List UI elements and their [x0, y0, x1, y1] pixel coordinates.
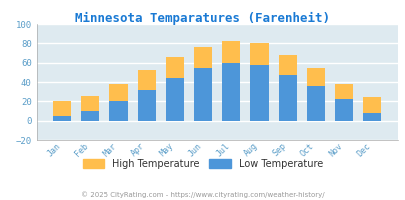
- Bar: [53, 101, 71, 116]
- Bar: [81, 96, 99, 111]
- Bar: [109, 84, 127, 101]
- Bar: [306, 86, 324, 121]
- Bar: [165, 78, 183, 121]
- Bar: [194, 68, 212, 121]
- Bar: [194, 47, 212, 68]
- Bar: [165, 57, 183, 78]
- Bar: [137, 70, 156, 90]
- Text: © 2025 CityRating.com - https://www.cityrating.com/weather-history/: © 2025 CityRating.com - https://www.city…: [81, 191, 324, 198]
- Bar: [334, 84, 352, 99]
- Bar: [362, 97, 381, 113]
- Bar: [334, 99, 352, 121]
- Text: Minnesota Temparatures (Farenheit): Minnesota Temparatures (Farenheit): [75, 12, 330, 25]
- Bar: [278, 75, 296, 121]
- Bar: [81, 111, 99, 121]
- Bar: [109, 101, 127, 121]
- Bar: [137, 90, 156, 121]
- Bar: [222, 41, 240, 63]
- Bar: [250, 43, 268, 65]
- Bar: [306, 68, 324, 86]
- Bar: [53, 116, 71, 121]
- Bar: [222, 63, 240, 121]
- Legend: High Temperature, Low Temperature: High Temperature, Low Temperature: [83, 159, 322, 169]
- Bar: [250, 65, 268, 121]
- Bar: [278, 55, 296, 75]
- Bar: [362, 113, 381, 121]
